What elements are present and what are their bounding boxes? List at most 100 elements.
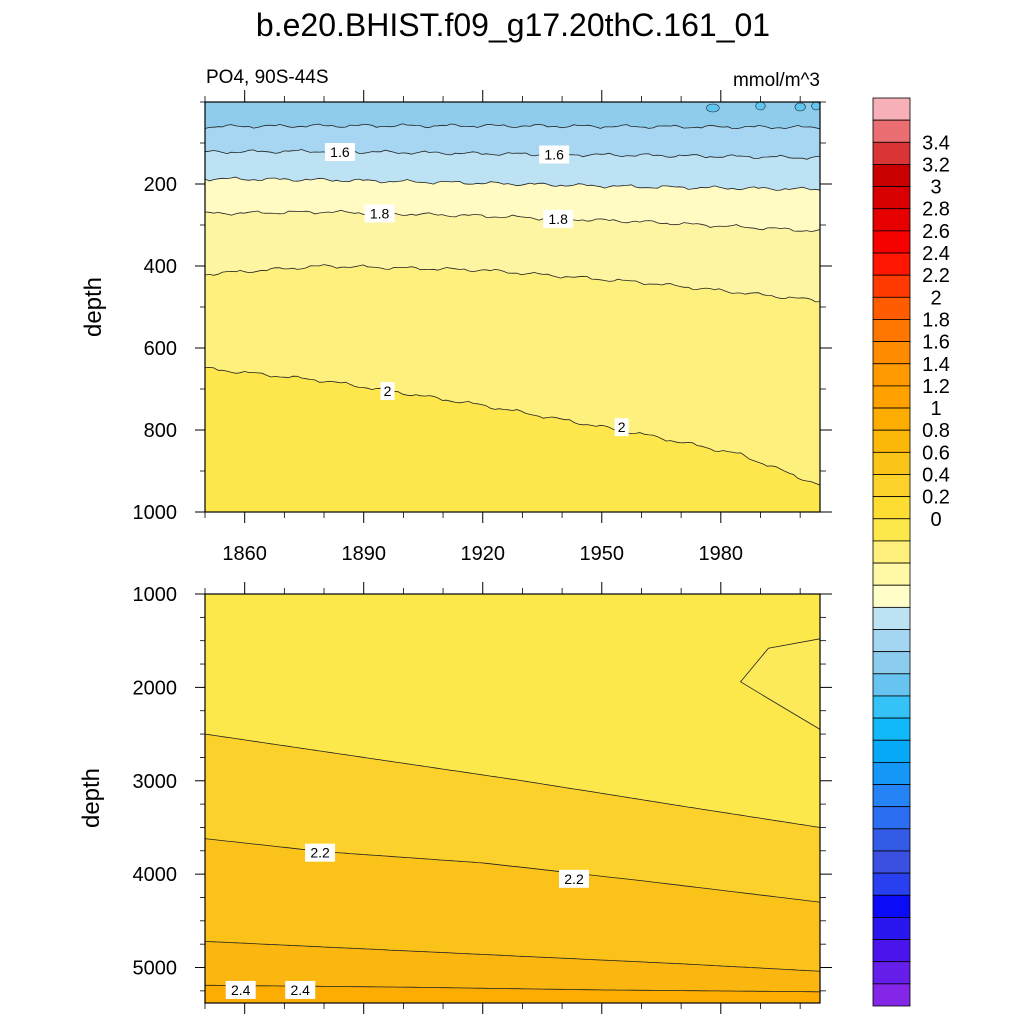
contour-line [205,176,820,191]
colorbar-swatch [872,917,911,940]
y-tick-label: 1000 [133,584,178,606]
colorbar-swatch [872,208,911,232]
variable-subtitle: PO4, 90S-44S [206,67,329,88]
colorbar-label: 0.4 [922,464,950,486]
colorbar: 3.43.232.82.62.42.221.81.61.41.210.80.60… [872,97,950,1007]
colorbar-swatch [872,496,911,520]
y-tick-label: 400 [144,256,177,278]
contour-line [739,638,820,730]
y-tick-label: 3000 [133,771,178,793]
plot-area [205,102,820,512]
contour-label-box [285,980,316,999]
x-tick-label: 1860 [222,543,267,565]
colorbar-swatch [872,894,911,918]
colorbar-swatch [872,474,911,498]
contour-label: 1.8 [370,206,390,222]
colorbar-swatch [872,828,911,852]
colorbar-swatch [872,629,911,653]
colorbar-swatch [872,296,911,320]
colorbar-swatch [872,363,911,387]
colorbar-swatch [872,341,911,365]
lower-depth-axis-label: depth [78,768,105,828]
colorbar-swatch [872,961,911,985]
y-tick-label: 2000 [133,677,178,699]
colorbar-swatch [872,872,911,896]
contour-label: 2.2 [310,845,330,861]
contour-label-box [324,143,355,162]
colorbar-swatch [872,429,911,453]
contour-fill-band [811,102,820,111]
y-tick-label: 600 [144,338,177,360]
contour-line [205,941,820,972]
colorbar-swatch [872,939,911,963]
contour-fill-band [205,367,820,512]
colorbar-label: 1.4 [922,354,950,376]
contour-line [205,366,820,486]
contour-fill-band [794,102,806,112]
colorbar-swatch [872,141,911,165]
colorbar-label: 3 [930,177,941,199]
contour-label: 2.4 [290,982,310,998]
colorbar-swatch [872,562,911,586]
colorbar-swatch [872,230,911,254]
colorbar-swatch [872,850,911,874]
contour-line [205,123,820,130]
colorbar-swatch [872,164,911,187]
colorbar-swatch [872,119,911,143]
x-tick-label: 1980 [699,543,744,565]
chart-title: b.e20.BHIST.f09_g17.20thC.161_01 [256,7,770,43]
y-tick-label: 1000 [133,502,178,524]
colorbar-swatch [872,97,911,121]
colorbar-swatch [872,651,911,675]
colorbar-swatch [872,584,911,608]
contour-fill-band [205,985,820,1003]
colorbar-swatch [872,606,911,630]
colorbar-label: 1.2 [922,376,950,398]
contour-label-box [305,843,336,862]
colorbar-label: 2 [930,287,941,309]
contour-label-box [559,869,589,888]
contour-fill-band [706,103,720,113]
upper-depth-axis-label: depth [80,277,107,337]
colorbar-label: 3.2 [922,154,950,176]
contour-label-box [614,418,629,437]
colorbar-label: 2.6 [922,221,950,243]
y-tick-label: 800 [144,420,177,442]
contour-fill-band [740,638,820,730]
contour-label: 1.6 [330,144,350,160]
contour-fill-band [755,102,766,111]
y-tick-label: 5000 [133,958,178,980]
colorbar-swatch [872,739,911,763]
colorbar-label: 2.8 [922,199,950,221]
colorbar-swatch [872,806,911,830]
colorbar-swatch [872,518,911,542]
colorbar-swatch [872,451,911,475]
contour-label-box [364,204,395,223]
contour-label-box [539,145,570,164]
plot-area [205,594,820,1003]
colorbar-label: 2.4 [922,243,950,265]
colorbar-swatch [872,695,911,719]
x-tick-label: 1890 [341,543,386,565]
colorbar-label: 0.6 [922,442,950,464]
colorbar-swatch [872,717,911,741]
contour-line [205,264,820,303]
colorbar-swatch [872,186,911,210]
units-subtitle: mmol/m^3 [733,70,820,91]
contour-label-box [225,980,256,999]
contour-label-box [380,382,395,401]
colorbar-swatch [872,761,911,785]
contour-label: 2 [618,419,626,435]
contour-line [205,209,820,233]
contour-label: 2.4 [231,982,251,998]
y-tick-label: 200 [144,174,177,196]
colorbar-swatch [872,385,911,409]
colorbar-label: 0.2 [922,487,950,509]
contour-label: 2 [384,383,392,399]
colorbar-swatch [872,407,911,431]
colorbar-label: 1.8 [922,309,950,331]
x-tick-label: 1950 [580,543,625,565]
y-tick-label: 4000 [133,864,178,886]
colorbar-swatch [872,784,911,808]
